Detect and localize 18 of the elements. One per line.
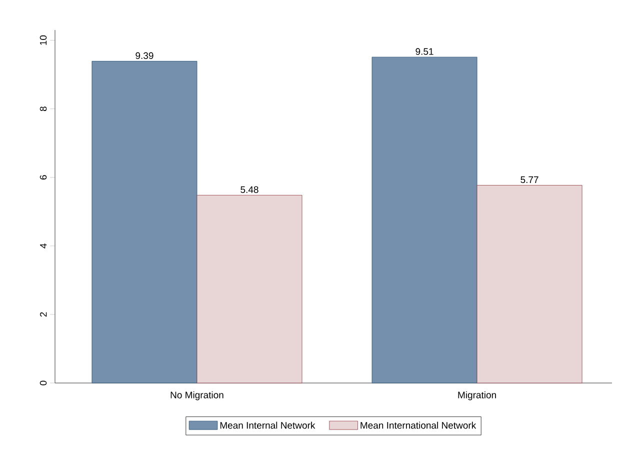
bar bbox=[372, 56, 478, 384]
y-tick-label: 4 bbox=[40, 244, 47, 248]
x-tick-label: Migration bbox=[458, 391, 496, 400]
y-tick-label: 2 bbox=[40, 312, 47, 317]
y-tick-label: 10 bbox=[40, 35, 47, 45]
y-tick-label: 6 bbox=[40, 175, 47, 180]
data-label: 5.48 bbox=[240, 186, 258, 193]
data-label: 9.51 bbox=[416, 48, 434, 55]
y-tick-label: 8 bbox=[40, 106, 47, 112]
legend-label: Mean Internal Network bbox=[220, 422, 316, 429]
bar bbox=[476, 185, 582, 384]
bar bbox=[196, 194, 302, 384]
bar bbox=[92, 60, 198, 384]
data-label: 9.39 bbox=[136, 52, 154, 59]
data-label: 5.77 bbox=[520, 176, 538, 184]
y-tick-label: 0 bbox=[40, 380, 47, 386]
legend-label: Mean International Network bbox=[360, 422, 476, 429]
x-tick-label: No Migration bbox=[170, 391, 224, 400]
